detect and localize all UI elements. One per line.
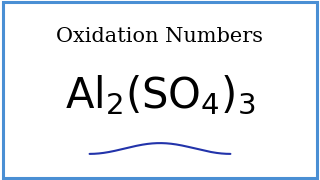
Text: Oxidation Numbers: Oxidation Numbers bbox=[57, 26, 263, 46]
Text: $\mathrm{Al_2(SO_4)_3}$: $\mathrm{Al_2(SO_4)_3}$ bbox=[65, 74, 255, 117]
